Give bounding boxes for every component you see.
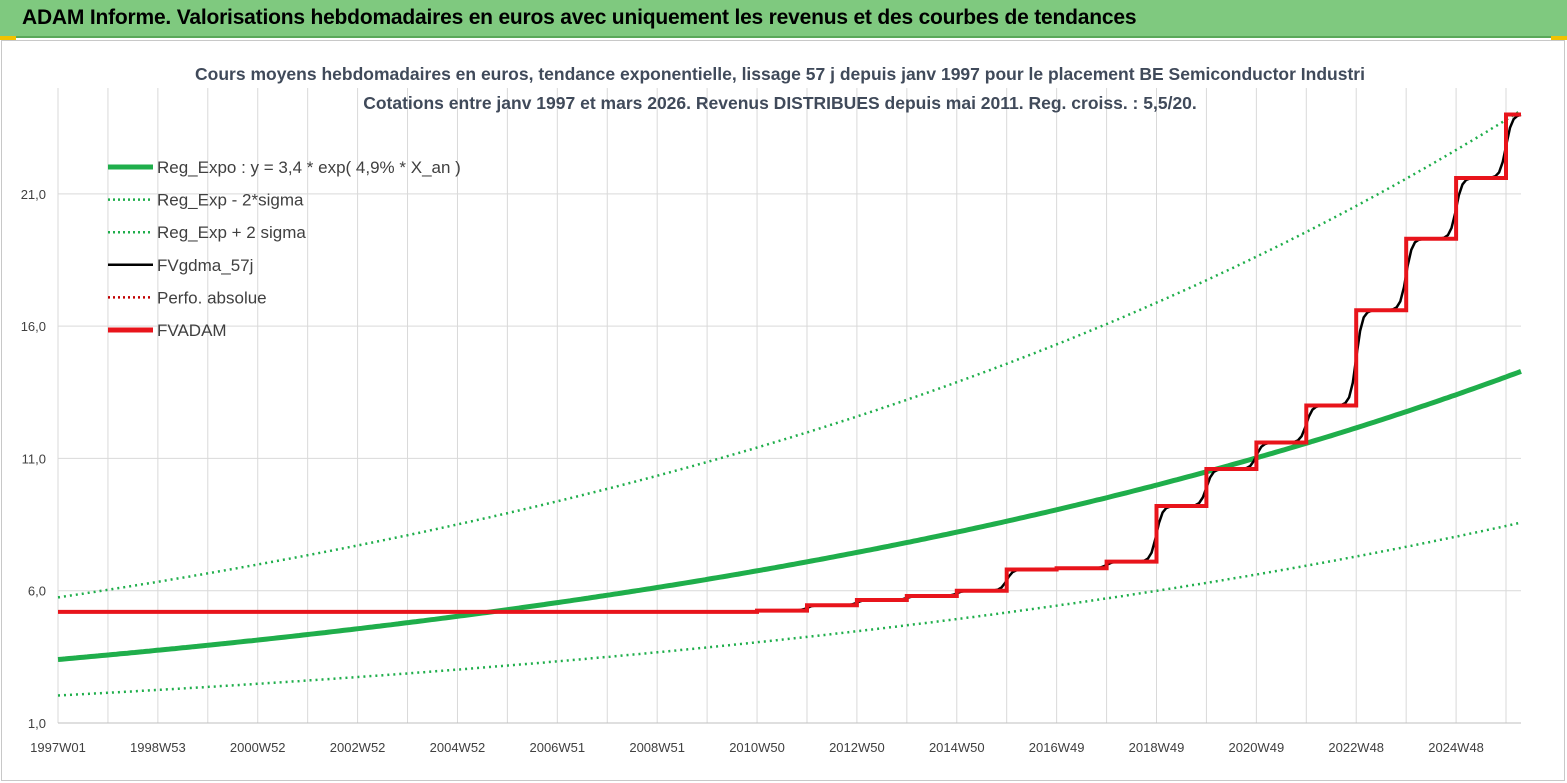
- banner-accent-right: [1551, 36, 1567, 40]
- chart-series: [57, 109, 1522, 697]
- series-line: [57, 109, 1522, 599]
- series-line: [58, 113, 1522, 614]
- chart-legend: Reg_Expo : y = 3,4 * exp( 4,9% * X_an ) R…: [108, 158, 461, 340]
- chart-grid: [57, 88, 1521, 724]
- x-tick-label: 2014W50: [929, 740, 985, 755]
- series-line: [57, 369, 1522, 662]
- x-axis: 1997W01 1998W53 2000W52 2002W52 2004W52 2006W…: [30, 740, 1484, 755]
- series-line: [57, 521, 1522, 697]
- x-tick-label: 2012W50: [829, 740, 885, 755]
- chart-title-line-2: Cotations entre janv 1997 et mars 2026. …: [363, 93, 1197, 113]
- x-tick-label: 2024W48: [1428, 740, 1484, 755]
- x-tick-label: 2016W49: [1029, 740, 1085, 755]
- y-tick-label: 16,0: [21, 319, 46, 334]
- x-tick-label: 2000W52: [230, 740, 286, 755]
- y-tick-label: 11,0: [22, 451, 46, 466]
- banner-accent-left: [0, 36, 16, 40]
- x-tick-label: 2002W52: [330, 740, 386, 755]
- y-tick-label: 21,0: [21, 187, 46, 202]
- x-tick-label: 2020W49: [1229, 740, 1285, 755]
- report-title: ADAM Informe. Valorisations hebdomadaire…: [22, 6, 1137, 29]
- report-banner: ADAM Informe. Valorisations hebdomadaire…: [0, 0, 1567, 38]
- legend-label: Reg_Exp - 2*sigma: [157, 191, 304, 210]
- chart-title-line-1: Cours moyens hebdomadaires en euros, ten…: [195, 64, 1365, 84]
- series-line: [58, 112, 1521, 614]
- x-tick-label: 2018W49: [1129, 740, 1185, 755]
- x-tick-label: 2004W52: [430, 740, 486, 755]
- legend-label: Reg_Exp + 2 sigma: [157, 223, 306, 242]
- legend-label: Reg_Expo : y = 3,4 * exp( 4,9% * X_an ): [157, 158, 461, 177]
- x-tick-label: 1997W01: [30, 740, 86, 755]
- y-tick-label: 1,0: [28, 716, 46, 731]
- legend-label: FVADAM: [157, 321, 227, 340]
- x-tick-label: 2010W50: [729, 740, 785, 755]
- y-tick-label: 6,0: [28, 584, 46, 599]
- x-tick-label: 2008W51: [629, 740, 685, 755]
- x-tick-label: 1998W53: [130, 740, 186, 755]
- y-axis: 1,0 6,0 11,0 16,0 21,0: [21, 187, 46, 731]
- chart-frame: [1, 40, 1565, 781]
- legend-label: FVgdma_57j: [157, 256, 253, 275]
- x-tick-label: 2022W48: [1328, 740, 1384, 755]
- x-tick-label: 2006W51: [529, 740, 585, 755]
- legend-label: Perfo. absolue: [157, 288, 267, 307]
